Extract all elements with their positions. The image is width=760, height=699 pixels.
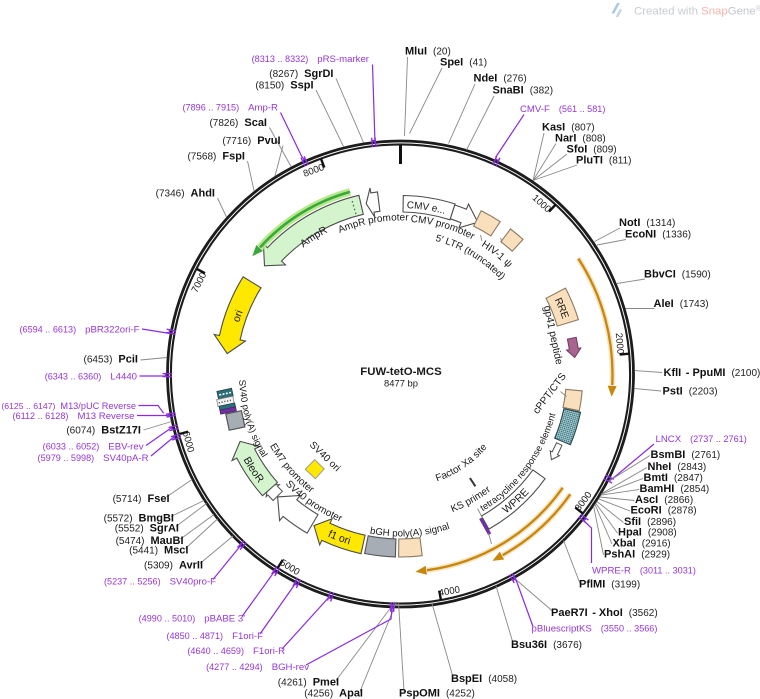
svg-text:HpaI(2908): HpaI (2908) [618,527,677,539]
svg-text:CMV-F(561 .. 581): CMV-F (561 .. 581) [520,104,605,115]
svg-text:(7896 .. 7915)Amp-R: (7896 .. 7915) Amp-R [183,103,279,114]
svg-text:4000: 4000 [438,584,461,599]
svg-text:FUW-tetO-MCS: FUW-tetO-MCS [360,366,442,378]
svg-text:2000: 2000 [613,332,626,354]
svg-text:(4261)PmeI: (4261) PmeI [278,677,339,689]
svg-text:(8313 .. 8332)pRS-marker: (8313 .. 8332) pRS-marker [252,54,370,65]
svg-text:NheI(2843): NheI (2843) [648,461,707,473]
svg-text:(5237 .. 5256)SV40pro-F: (5237 .. 5256) SV40pro-F [104,577,216,588]
svg-text:Bsu36I(3676): Bsu36I (3676) [511,639,582,651]
svg-text:(5552)SgrAI: (5552) SgrAI [115,523,179,535]
svg-text:BmtI(2847): BmtI (2847) [644,472,703,484]
svg-text:(4256)ApaI: (4256) ApaI [304,688,363,699]
svg-text:(7826)ScaI: (7826) ScaI [209,117,267,129]
svg-text:SnaBI(382): SnaBI (382) [493,85,554,97]
svg-text:(4990 .. 5010)pBABE 3′: (4990 .. 5010) pBABE 3′ [139,614,246,625]
svg-text:ori: ori [230,308,245,323]
svg-text:(7346)AhdI: (7346) AhdI [156,188,215,200]
svg-text:(4640 .. 4659)F1ori-R: (4640 .. 4659) F1ori-R [187,646,285,657]
svg-text:WPRE-R(3011 .. 3031): WPRE-R (3011 .. 3031) [592,566,696,577]
svg-text:PspOMI(4252): PspOMI (4252) [399,688,475,699]
svg-text:(8150)SspI: (8150) SspI [255,80,313,92]
svg-text:(6343 .. 6360)L4440: (6343 .. 6360) L4440 [45,372,137,383]
svg-text:(5714)FseI: (5714) FseI [113,493,170,505]
svg-text:(6112 .. 6128)M13 Reverse: (6112 .. 6128) M13 Reverse [12,411,134,422]
svg-text:(5309)AvrII: (5309) AvrII [144,560,203,572]
svg-text:6000: 6000 [180,430,196,453]
svg-text:(7716)PvuI: (7716) PvuI [222,135,280,147]
svg-text:PstI(2203): PstI (2203) [663,386,718,398]
svg-text:Created with SnapGene®: Created with SnapGene® [634,4,760,18]
svg-text:KflI- PpuMI(2100): KflI - PpuMI (2100) [664,367,760,379]
svg-text:(7568)FspI: (7568) FspI [187,151,245,163]
svg-text:XbaI(2916): XbaI (2916) [613,538,671,550]
svg-text:AleI(1743): AleI (1743) [654,298,709,310]
svg-text:(5572)BmgBI: (5572) BmgBI [104,513,174,525]
svg-text:(6125 .. 6147)M13/pUC Reverse: (6125 .. 6147) M13/pUC Reverse [1,401,136,411]
svg-text:8477 bp: 8477 bp [384,378,418,389]
svg-text:SfiI(2896): SfiI (2896) [624,516,676,528]
svg-text:LNCX(2737 .. 2761): LNCX (2737 .. 2761) [656,434,747,445]
svg-text:(6074)BstZ17I: (6074) BstZ17I [66,425,141,437]
svg-text:PaeR7I- XhoI(3562): PaeR7I - XhoI (3562) [551,607,658,619]
svg-text:(6453)PciI: (6453) PciI [84,354,138,366]
svg-text:(5441)MscI: (5441) MscI [129,545,188,557]
svg-text:(4277 .. 4294)BGH-rev: (4277 .. 4294) BGH-rev [206,662,309,673]
svg-text:AscI(2866): AscI (2866) [635,494,693,506]
svg-text:(6594 .. 6613)pBR322ori-F: (6594 .. 6613) pBR322ori-F [19,325,139,336]
svg-text:(5474)MauBI: (5474) MauBI [116,535,184,547]
svg-text:(4850 .. 4871)F1ori-F: (4850 .. 4871) F1ori-F [166,631,263,642]
svg-text:(6033 .. 6052)EBV-rev: (6033 .. 6052) EBV-rev [43,442,144,453]
svg-text:NotI(1314): NotI (1314) [619,217,675,229]
svg-text:(5979 .. 5998)SV40pA-R: (5979 .. 5998) SV40pA-R [38,453,149,464]
svg-text:(8267)SgrDI: (8267) SgrDI [269,68,333,80]
